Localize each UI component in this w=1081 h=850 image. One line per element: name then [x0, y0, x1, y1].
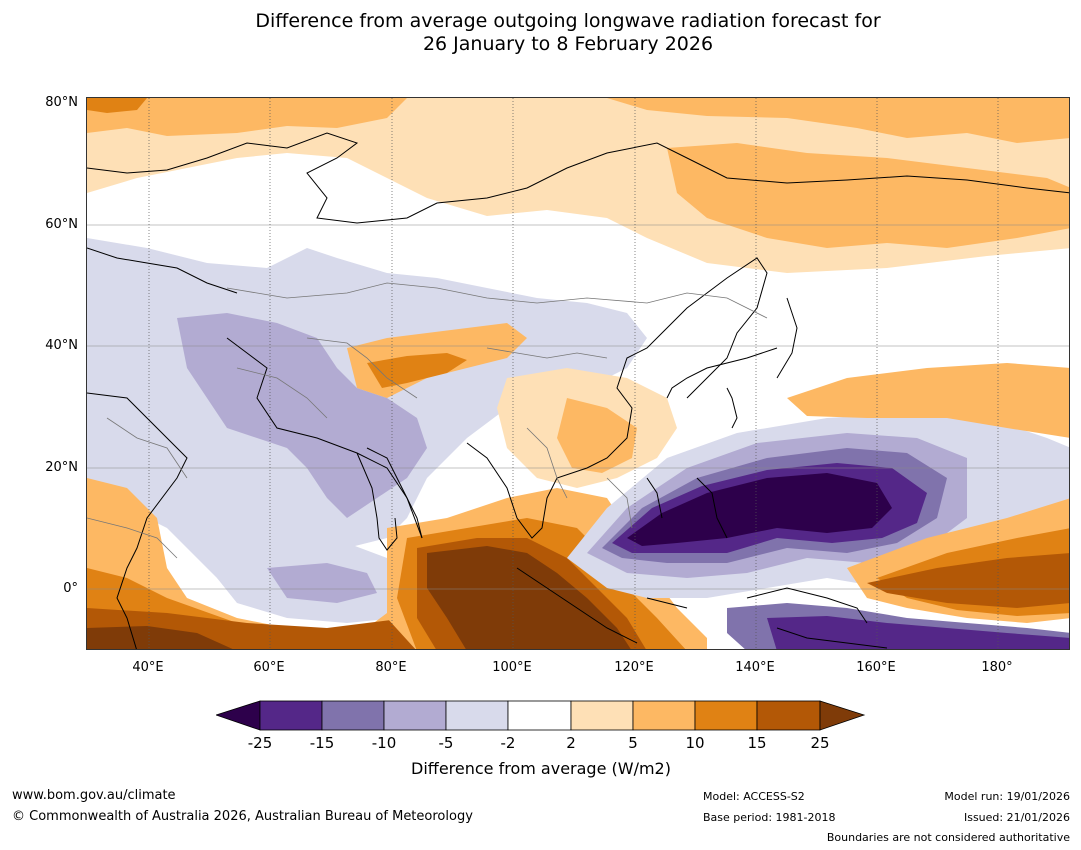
lon-label-140e: 140°E: [735, 660, 775, 675]
colorbar-segment-9: [756, 700, 821, 731]
coastlines: [87, 132, 1069, 649]
colorbar-tick: -15: [309, 734, 335, 752]
map-canvas: [87, 98, 1069, 649]
lon-label-180: 180°: [981, 660, 1013, 675]
colorbar-tick: 2: [566, 734, 576, 752]
anomaly-region-northwest-orange: [87, 98, 147, 113]
longitude-gridlines: [148, 98, 999, 649]
colorbar-tick: -5: [438, 734, 454, 752]
colorbar-tick: -2: [500, 734, 516, 752]
anomaly-region-arctic-orange: [87, 98, 407, 136]
issued-date: Issued: 21/01/2026: [963, 811, 1070, 824]
anomaly-region-iran-lilac: [177, 313, 427, 518]
colorbar-tick: -25: [247, 734, 273, 752]
colorbar-segment-4: [445, 700, 509, 731]
colorbar-segment-8: [694, 700, 758, 731]
lat-label-60n: 60°N: [45, 217, 78, 232]
colorbar-tick: 25: [810, 734, 830, 752]
title-line-2: 26 January to 8 February 2026: [422, 33, 714, 55]
anomaly-region-siberia-orange: [667, 143, 1069, 248]
lat-label-80n: 80°N: [45, 95, 78, 110]
colorbar-over-triangle: [819, 700, 866, 731]
latitude-gridlines: [87, 224, 1069, 590]
website-link[interactable]: www.bom.gov.au/climate: [12, 788, 176, 803]
colorbar-segment-5: [507, 700, 572, 731]
colorbar-segment-6: [570, 700, 634, 731]
colorbar-tick: 5: [628, 734, 638, 752]
model-run-date: Model run: 19/01/2026: [944, 790, 1070, 803]
lon-label-160e: 160°E: [856, 660, 896, 675]
colorbar-segment-7: [632, 700, 696, 731]
base-period: Base period: 1981-2018: [703, 811, 836, 824]
lon-label-40e: 40°E: [132, 660, 164, 675]
lat-label-20n: 20°N: [45, 460, 78, 475]
title-line-1: Difference from average outgoing longwav…: [255, 10, 881, 32]
lon-label-120e: 120°E: [614, 660, 654, 675]
anomaly-region-south-pacific-brown: [867, 553, 1069, 608]
anomaly-region-arctic-orange-2: [607, 98, 1069, 143]
anomaly-region-indian-ocean-lilac: [267, 563, 377, 603]
colorbar-segment-3: [383, 700, 447, 731]
colorbar-under-triangle: [216, 700, 261, 731]
copyright-notice: © Commonwealth of Australia 2026, Austra…: [12, 809, 473, 824]
country-boundaries: [87, 282, 768, 559]
colorbar-segment-2: [321, 700, 385, 731]
anomaly-region-arabia-lavender: [87, 378, 237, 538]
colorbar: [216, 700, 866, 731]
anomaly-region-north-pacific-orange: [787, 363, 1069, 438]
anomaly-region-africa-deep-brown: [87, 626, 233, 649]
map-title: Difference from average outgoing longwav…: [0, 10, 1081, 56]
lon-label-60e: 60°E: [253, 660, 285, 675]
lon-label-100e: 100°E: [492, 660, 532, 675]
colorbar-segment-1: [259, 700, 323, 731]
anomaly-region-pacific-deep-purple: [627, 473, 892, 546]
lat-label-equator: 0°: [63, 581, 78, 596]
boundaries-disclaimer: Boundaries are not considered authoritat…: [826, 831, 1070, 844]
anomaly-region-sumatra-deep-brown: [427, 546, 631, 649]
anomaly-region-tibet-dark-orange: [367, 353, 467, 388]
colorbar-label: Difference from average (W/m2): [411, 759, 671, 778]
colorbar-tick: 10: [685, 734, 705, 752]
lat-label-40n: 40°N: [45, 338, 78, 353]
olr-anomaly-map[interactable]: [86, 97, 1070, 650]
model-name: Model: ACCESS-S2: [703, 790, 805, 803]
colorbar-tick: 15: [747, 734, 767, 752]
anomaly-region-new-guinea-deep-purple: [767, 616, 1069, 649]
lon-label-80e: 80°E: [375, 660, 407, 675]
colorbar-tick: -10: [371, 734, 397, 752]
anomaly-region-south-china-orange: [557, 398, 637, 473]
